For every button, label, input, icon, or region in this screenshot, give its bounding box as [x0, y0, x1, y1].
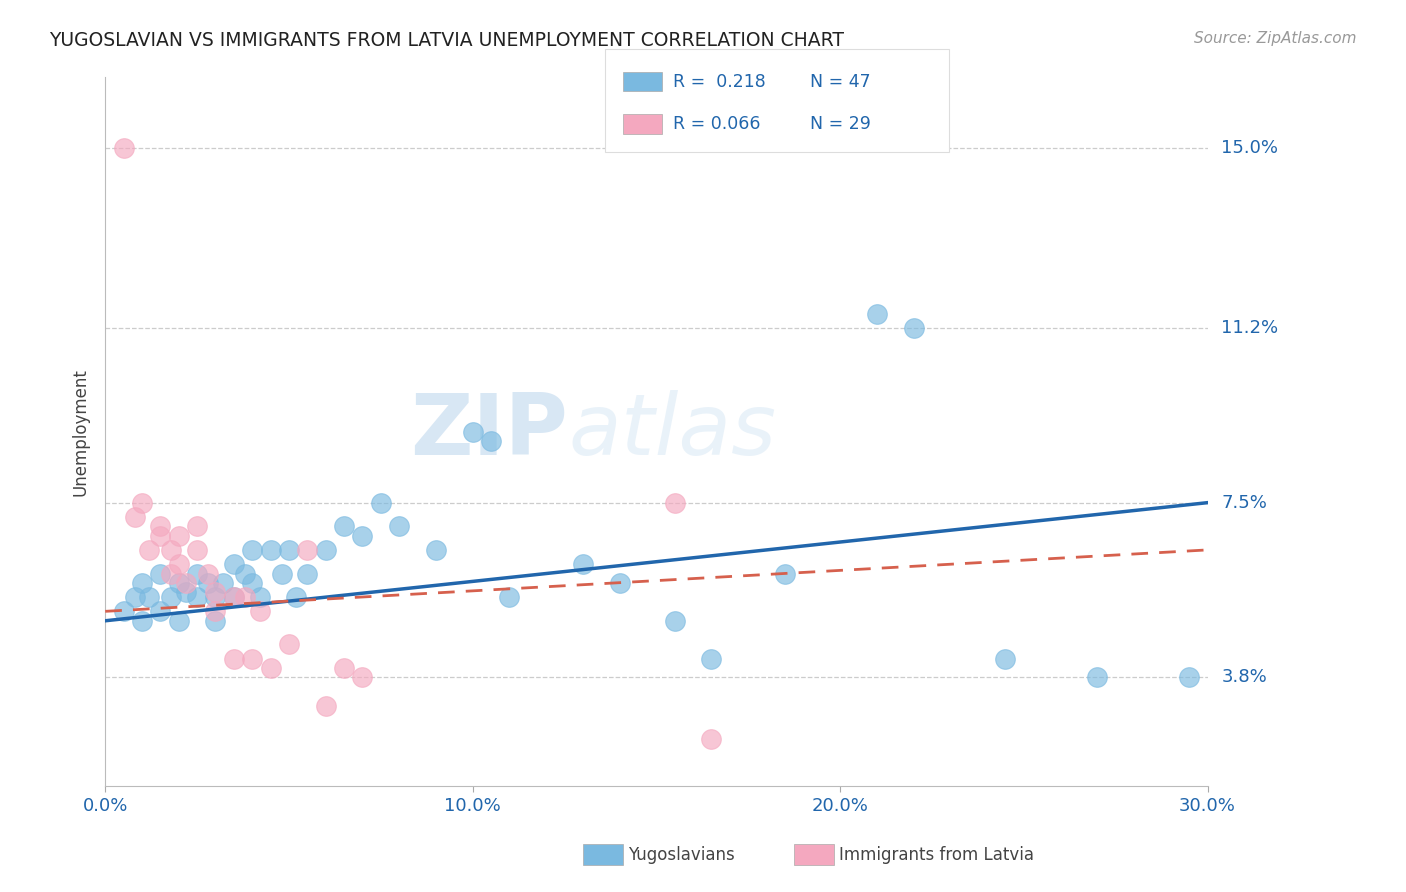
Point	[249, 604, 271, 618]
Point	[388, 519, 411, 533]
Point	[259, 542, 281, 557]
Point	[222, 590, 245, 604]
Point	[204, 604, 226, 618]
Point	[186, 542, 208, 557]
Point	[315, 698, 337, 713]
Point	[664, 614, 686, 628]
Text: R = 0.066: R = 0.066	[673, 115, 761, 133]
Point	[479, 434, 502, 449]
Point	[204, 585, 226, 599]
Point	[866, 307, 889, 321]
Text: atlas: atlas	[568, 391, 776, 474]
Point	[138, 590, 160, 604]
Point	[498, 590, 520, 604]
Point	[197, 566, 219, 581]
Point	[149, 604, 172, 618]
Point	[240, 576, 263, 591]
Point	[149, 519, 172, 533]
Point	[167, 529, 190, 543]
Point	[277, 542, 299, 557]
Point	[204, 590, 226, 604]
Point	[222, 651, 245, 665]
Point	[174, 576, 197, 591]
Point	[664, 496, 686, 510]
Text: YUGOSLAVIAN VS IMMIGRANTS FROM LATVIA UNEMPLOYMENT CORRELATION CHART: YUGOSLAVIAN VS IMMIGRANTS FROM LATVIA UN…	[49, 31, 844, 50]
Point	[700, 651, 723, 665]
Point	[333, 661, 356, 675]
Text: 7.5%: 7.5%	[1222, 493, 1267, 512]
Text: Yugoslavians: Yugoslavians	[628, 846, 735, 863]
Point	[197, 576, 219, 591]
Point	[167, 576, 190, 591]
Point	[131, 614, 153, 628]
Point	[211, 576, 233, 591]
Text: 15.0%: 15.0%	[1222, 139, 1278, 157]
Point	[167, 557, 190, 571]
Point	[240, 542, 263, 557]
Point	[270, 566, 292, 581]
Point	[160, 542, 183, 557]
Point	[994, 651, 1017, 665]
Point	[124, 509, 146, 524]
Point	[233, 590, 256, 604]
Point	[249, 590, 271, 604]
Point	[167, 614, 190, 628]
Point	[352, 671, 374, 685]
Point	[297, 542, 319, 557]
Point	[124, 590, 146, 604]
Point	[112, 141, 135, 155]
Point	[160, 590, 183, 604]
Point	[160, 566, 183, 581]
Point	[315, 542, 337, 557]
Text: R =  0.218: R = 0.218	[673, 72, 766, 91]
Point	[461, 425, 484, 439]
Point	[903, 321, 925, 335]
Point	[131, 576, 153, 591]
Point	[259, 661, 281, 675]
Point	[277, 637, 299, 651]
Point	[186, 519, 208, 533]
Point	[370, 496, 392, 510]
Point	[131, 496, 153, 510]
Point	[149, 529, 172, 543]
Text: 11.2%: 11.2%	[1222, 318, 1278, 337]
Text: Source: ZipAtlas.com: Source: ZipAtlas.com	[1194, 31, 1357, 46]
Point	[297, 566, 319, 581]
Point	[186, 590, 208, 604]
Point	[174, 585, 197, 599]
Point	[1178, 671, 1201, 685]
Point	[240, 651, 263, 665]
Point	[222, 590, 245, 604]
Point	[773, 566, 796, 581]
Point	[352, 529, 374, 543]
Point	[186, 566, 208, 581]
Point	[285, 590, 308, 604]
Point	[1085, 671, 1108, 685]
Y-axis label: Unemployment: Unemployment	[72, 368, 89, 496]
Point	[204, 614, 226, 628]
Point	[572, 557, 595, 571]
Text: Immigrants from Latvia: Immigrants from Latvia	[839, 846, 1035, 863]
Point	[149, 566, 172, 581]
Text: ZIP: ZIP	[411, 391, 568, 474]
Text: N = 29: N = 29	[810, 115, 870, 133]
Point	[609, 576, 631, 591]
Point	[333, 519, 356, 533]
Text: 3.8%: 3.8%	[1222, 668, 1267, 687]
Point	[138, 542, 160, 557]
Point	[700, 731, 723, 746]
Text: N = 47: N = 47	[810, 72, 870, 91]
Point	[222, 557, 245, 571]
Point	[112, 604, 135, 618]
Point	[425, 542, 447, 557]
Point	[233, 566, 256, 581]
